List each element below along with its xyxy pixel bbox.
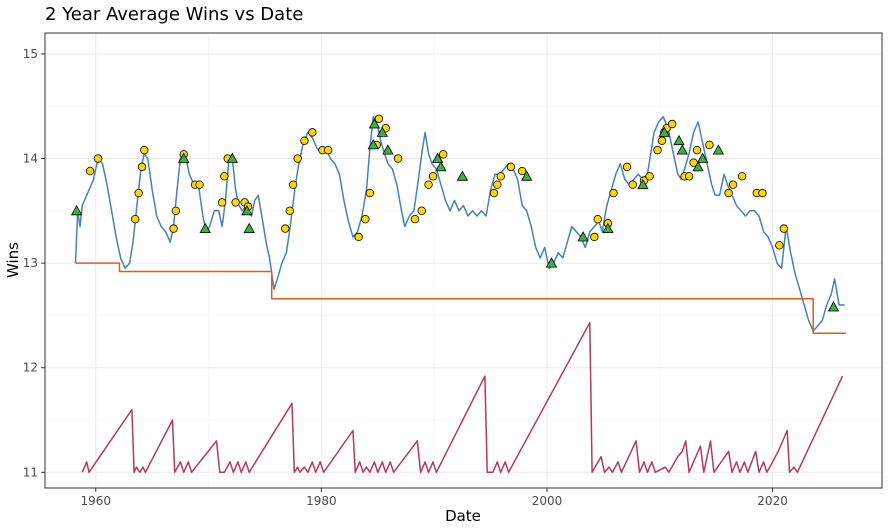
triangle-marker [456, 170, 469, 181]
circle-marker [131, 214, 140, 224]
series-line-sawtooth [81, 321, 844, 474]
circle-marker [593, 214, 602, 224]
triangle-marker [521, 170, 533, 181]
triangle-marker [602, 222, 614, 234]
circle-marker [85, 166, 95, 176]
triangle-marker [241, 204, 253, 216]
x-tick-label: 1980 [306, 494, 337, 508]
circle-marker [517, 166, 527, 176]
circle-marker [684, 172, 694, 181]
circle-marker [93, 154, 103, 163]
circle-marker [667, 119, 677, 129]
triangle-marker [658, 126, 670, 137]
x-tick-label: 1960 [80, 494, 111, 508]
triangle-marker [367, 139, 379, 150]
circle-marker [622, 162, 632, 172]
x-tick-label: 2000 [532, 494, 563, 508]
circle-marker [140, 145, 149, 155]
triangle-marker [712, 144, 725, 155]
circle-marker [493, 180, 502, 189]
circle-marker [758, 188, 767, 198]
circle-marker [496, 172, 505, 181]
circle-marker [293, 154, 302, 163]
y-tick-label: 12 [23, 361, 38, 375]
circle-marker [653, 145, 662, 155]
circle-marker [645, 172, 654, 181]
chart-title: 2 Year Average Wins vs Date [45, 4, 303, 25]
circle-marker [308, 128, 317, 137]
circle-marker [417, 206, 426, 216]
x-tick-label: 2020 [757, 494, 788, 508]
triangle-marker [431, 152, 444, 163]
circle-marker [775, 241, 784, 250]
triangle-marker [226, 152, 238, 163]
circle-marker [724, 188, 733, 198]
circle-marker [428, 172, 438, 181]
y-tick-label: 11 [23, 465, 38, 479]
triangle-marker [243, 222, 255, 234]
x-axis: 1960 1980 2000 2020 [80, 488, 788, 508]
circle-marker [728, 180, 738, 189]
circle-marker [281, 224, 290, 233]
panel-background [45, 33, 882, 488]
circle-marker [489, 188, 499, 198]
circle-marker [285, 206, 294, 216]
markers [70, 114, 840, 312]
circle-marker [506, 162, 516, 172]
circle-marker [657, 136, 667, 145]
circle-marker [590, 232, 599, 242]
circle-marker [217, 198, 227, 207]
triangle-marker [827, 301, 840, 312]
y-axis-label: Wins [4, 242, 22, 278]
triangle-marker [676, 144, 688, 155]
circle-marker [609, 188, 618, 198]
y-tick-label: 15 [23, 47, 38, 61]
circle-marker [361, 214, 370, 224]
triangle-marker [382, 144, 394, 155]
y-axis: 11 12 13 14 15 [23, 47, 45, 479]
circle-marker [171, 206, 181, 216]
circle-marker [354, 232, 363, 242]
circle-marker [365, 188, 375, 198]
triangle-marker [178, 152, 190, 163]
circle-marker [374, 114, 384, 123]
triangle-marker [673, 134, 685, 146]
circle-marker [288, 180, 298, 189]
circle-marker [195, 180, 204, 189]
triangle-marker [70, 204, 83, 216]
triangle-marker [368, 118, 381, 129]
triangle-marker [692, 161, 704, 172]
x-axis-label: Date [445, 507, 481, 525]
triangle-marker [435, 161, 447, 172]
circle-marker [438, 150, 448, 159]
triangle-marker [577, 231, 589, 242]
triangle-marker [545, 257, 558, 268]
circle-marker [137, 162, 147, 172]
circle-marker [737, 172, 747, 181]
circle-marker [134, 188, 143, 198]
triangle-marker [637, 178, 649, 190]
circle-marker [424, 180, 433, 189]
circle-marker [393, 154, 403, 163]
circle-marker [779, 224, 789, 233]
circle-marker [220, 172, 229, 181]
y-tick-label: 14 [23, 152, 38, 166]
circle-marker [300, 136, 309, 145]
circle-marker [323, 145, 333, 155]
series-line-baseline [75, 262, 846, 334]
circle-marker [169, 224, 178, 233]
circle-marker [231, 198, 240, 207]
triangle-marker [199, 222, 211, 234]
triangle-marker [696, 152, 709, 163]
circle-marker [692, 145, 702, 155]
plot-panel [44, 32, 883, 489]
y-tick-label: 13 [23, 256, 38, 270]
triangle-marker [376, 126, 388, 137]
grid [45, 33, 882, 488]
circle-marker [410, 214, 420, 224]
panel-border [44, 32, 883, 489]
circle-marker [628, 180, 637, 189]
circle-marker [705, 140, 714, 150]
